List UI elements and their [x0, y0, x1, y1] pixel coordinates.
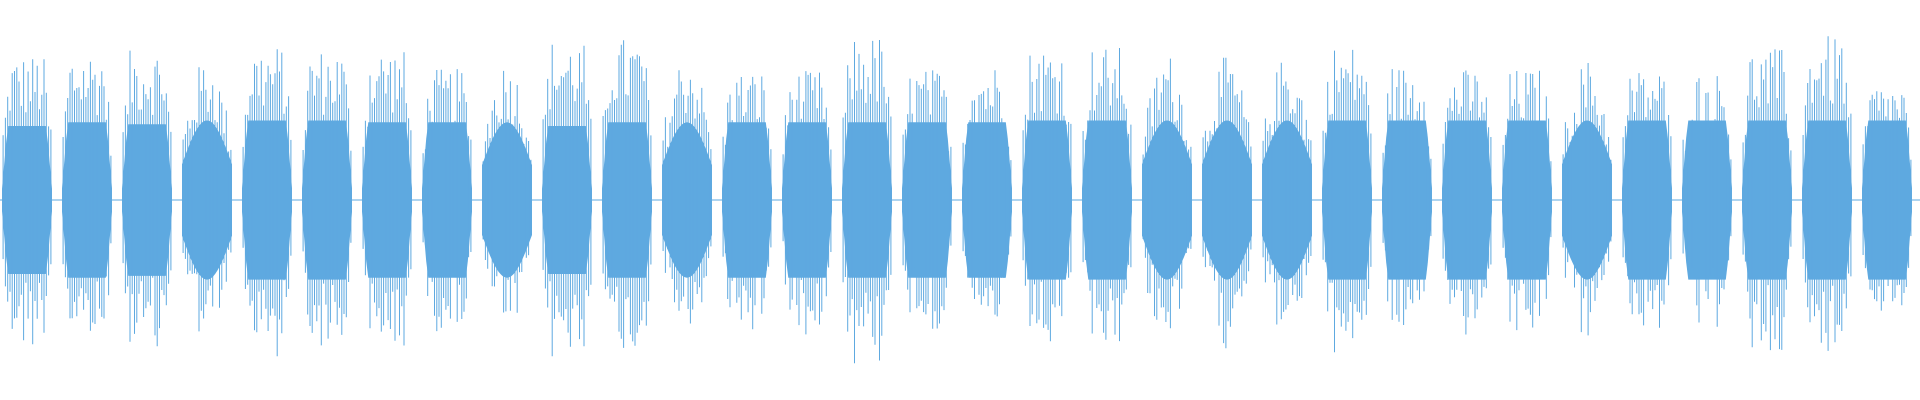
waveform-segment: [122, 50, 172, 347]
waveform-segment: [662, 70, 712, 324]
waveform-segment: [62, 61, 112, 331]
waveform-segment: [362, 52, 412, 346]
waveform-segment: [1682, 76, 1732, 327]
waveform-segment: [782, 71, 832, 335]
waveform-segment: [1202, 57, 1252, 349]
waveform-segment: [1382, 69, 1432, 325]
waveform-segment: [1802, 36, 1852, 351]
waveform-segment: [1082, 48, 1132, 342]
waveform-segment: [1022, 55, 1072, 342]
waveform-segment: [1322, 49, 1372, 353]
waveform-segment: [302, 54, 352, 346]
waveform-segment: [722, 76, 772, 330]
waveform-segment: [902, 70, 952, 329]
waveform-segment: [1562, 63, 1612, 336]
waveform-segment: [1502, 70, 1552, 331]
waveform-segment: [1742, 49, 1792, 351]
waveform-segment: [482, 70, 532, 313]
waveform-segment: [1862, 91, 1912, 311]
waveform-segment: [842, 40, 892, 364]
waveform-segments: [2, 36, 1912, 364]
waveform-segment: [542, 44, 592, 357]
waveform-segment: [242, 49, 292, 357]
waveform-segment: [182, 67, 232, 332]
waveform-segment: [962, 70, 1012, 317]
waveform-segment: [2, 59, 52, 345]
waveform-segment: [602, 40, 652, 348]
waveform-segment: [1142, 58, 1192, 329]
waveform-segment: [1442, 70, 1492, 335]
waveform-segment: [1262, 62, 1312, 325]
waveform-segment: [1622, 73, 1672, 328]
waveform-segment: [422, 69, 472, 332]
